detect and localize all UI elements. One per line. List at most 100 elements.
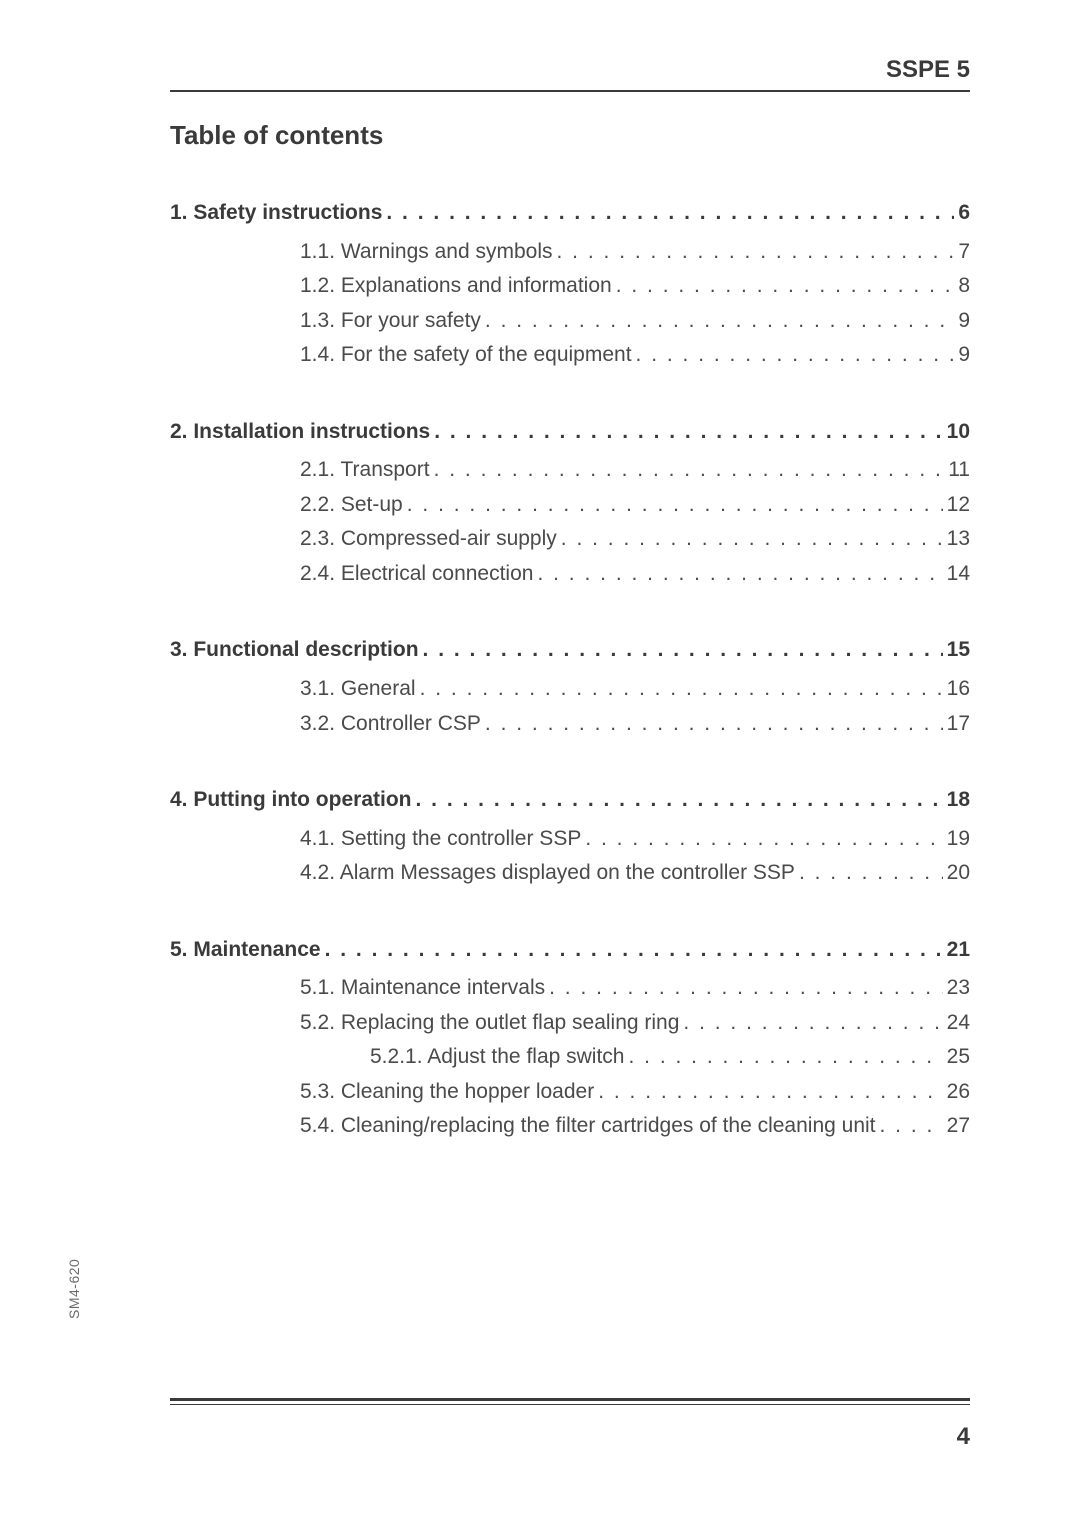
header-rule: SSPE 5 bbox=[170, 90, 970, 92]
toc-item-page: 9 bbox=[954, 305, 970, 338]
toc-dots bbox=[557, 523, 943, 556]
toc-item-page: 19 bbox=[943, 823, 970, 856]
toc-item-page: 12 bbox=[943, 489, 970, 522]
toc-dots bbox=[679, 1007, 942, 1040]
toc-item-row: 4.1. Setting the controller SSP 19 bbox=[170, 823, 970, 856]
toc-item-page: 7 bbox=[954, 236, 970, 269]
toc-section: 1. Safety instructions 6 1.1. Warnings and… bbox=[170, 197, 970, 372]
toc-item-label: 5.4. Cleaning/replacing the filter cartr… bbox=[300, 1110, 876, 1143]
toc-item-page: 14 bbox=[943, 558, 970, 591]
toc-heading-row: 2. Installation instructions10 bbox=[170, 416, 970, 449]
toc-dots bbox=[624, 1041, 942, 1074]
page-container: SSPE 5 Table of contents 1. Safety instr… bbox=[0, 0, 1080, 1525]
toc-heading-page: 10 bbox=[943, 416, 970, 449]
toc-heading-label: 1. Safety instructions bbox=[170, 197, 382, 230]
toc-item-page: 25 bbox=[943, 1041, 970, 1074]
toc-item-page: 11 bbox=[944, 454, 970, 487]
toc-dots bbox=[795, 857, 943, 890]
toc-heading-row: 1. Safety instructions 6 bbox=[170, 197, 970, 230]
toc-heading-row: 4. Putting into operation 18 bbox=[170, 784, 970, 817]
toc-heading-page: 21 bbox=[943, 934, 970, 967]
toc-body: 1. Safety instructions 6 1.1. Warnings and… bbox=[170, 197, 970, 1143]
toc-section: 2. Installation instructions10 2.1. Trans… bbox=[170, 416, 970, 591]
toc-item-row: 5.4. Cleaning/replacing the filter cartr… bbox=[170, 1110, 970, 1143]
toc-item-page: 20 bbox=[943, 857, 970, 890]
toc-dots bbox=[876, 1110, 943, 1143]
toc-item-label: 2.2. Set-up bbox=[300, 489, 403, 522]
toc-dots bbox=[481, 305, 954, 338]
toc-dots bbox=[553, 236, 955, 269]
toc-item-page: 9 bbox=[954, 339, 970, 372]
toc-item-page: 23 bbox=[943, 972, 970, 1005]
toc-item-page: 24 bbox=[943, 1007, 970, 1040]
toc-section: 3. Functional description 15 3.1. General 1… bbox=[170, 634, 970, 740]
toc-heading-label: 4. Putting into operation bbox=[170, 784, 411, 817]
toc-item-row: 2.1. Transport 11 bbox=[170, 454, 970, 487]
toc-dots bbox=[581, 823, 942, 856]
toc-item-row: 2.4. Electrical connection 14 bbox=[170, 558, 970, 591]
toc-item-row: 5.2.1. Adjust the flap switch 25 bbox=[170, 1041, 970, 1074]
toc-item-label: 4.2. Alarm Messages displayed on the con… bbox=[300, 857, 795, 890]
toc-dots bbox=[411, 784, 942, 817]
toc-item-label: 1.3. For your safety bbox=[300, 305, 481, 338]
toc-section: 4. Putting into operation 18 4.1. Setting … bbox=[170, 784, 970, 890]
toc-item-label: 5.3. Cleaning the hopper loader bbox=[300, 1076, 594, 1109]
toc-dots bbox=[612, 270, 955, 303]
toc-item-label: 2.3. Compressed-air supply bbox=[300, 523, 557, 556]
toc-item-page: 17 bbox=[943, 708, 970, 741]
footer-rule bbox=[170, 1398, 970, 1405]
toc-item-label: 2.1. Transport bbox=[300, 454, 430, 487]
footer-page-number: 4 bbox=[957, 1423, 970, 1451]
toc-item-label: 3.1. General bbox=[300, 673, 416, 706]
toc-item-label: 5.2. Replacing the outlet flap sealing r… bbox=[300, 1007, 679, 1040]
toc-item-row: 5.3. Cleaning the hopper loader 26 bbox=[170, 1076, 970, 1109]
footer-rule-thin bbox=[170, 1404, 970, 1405]
toc-dots bbox=[545, 972, 943, 1005]
toc-item-row: 4.2. Alarm Messages displayed on the con… bbox=[170, 857, 970, 890]
toc-item-label: 5.1. Maintenance intervals bbox=[300, 972, 545, 1005]
toc-item-row: 2.2. Set-up 12 bbox=[170, 489, 970, 522]
toc-item-page: 27 bbox=[943, 1110, 970, 1143]
toc-item-label: 2.4. Electrical connection bbox=[300, 558, 533, 591]
toc-heading-row: 3. Functional description 15 bbox=[170, 634, 970, 667]
toc-item-label: 4.1. Setting the controller SSP bbox=[300, 823, 581, 856]
toc-item-row: 1.2. Explanations and information 8 bbox=[170, 270, 970, 303]
toc-heading-page: 6 bbox=[954, 197, 970, 230]
toc-dots bbox=[430, 454, 945, 487]
toc-item-label: 1.4. For the safety of the equipment bbox=[300, 339, 632, 372]
toc-heading-row: 5. Maintenance 21 bbox=[170, 934, 970, 967]
toc-item-label: 1.2. Explanations and information bbox=[300, 270, 612, 303]
toc-item-row: 5.2. Replacing the outlet flap sealing r… bbox=[170, 1007, 970, 1040]
toc-dots bbox=[382, 197, 954, 230]
toc-item-label: 5.2.1. Adjust the flap switch bbox=[370, 1041, 624, 1074]
toc-item-row: 1.3. For your safety 9 bbox=[170, 305, 970, 338]
side-label: SM4-620 bbox=[66, 1259, 82, 1319]
toc-item-page: 13 bbox=[943, 523, 970, 556]
toc-dots bbox=[481, 708, 943, 741]
toc-dots bbox=[430, 416, 942, 449]
toc-dots bbox=[533, 558, 942, 591]
toc-heading-label: 3. Functional description bbox=[170, 634, 419, 667]
header-title: SSPE 5 bbox=[886, 56, 970, 84]
toc-item-page: 26 bbox=[943, 1076, 970, 1109]
toc-dots bbox=[321, 934, 943, 967]
toc-section: 5. Maintenance 21 5.1. Maintenance interva… bbox=[170, 934, 970, 1143]
toc-heading-page: 18 bbox=[943, 784, 970, 817]
toc-title: Table of contents bbox=[170, 120, 970, 151]
toc-item-row: 3.1. General 16 bbox=[170, 673, 970, 706]
toc-item-row: 1.1. Warnings and symbols7 bbox=[170, 236, 970, 269]
toc-item-row: 3.2. Controller CSP 17 bbox=[170, 708, 970, 741]
toc-item-row: 2.3. Compressed-air supply 13 bbox=[170, 523, 970, 556]
toc-item-label: 3.2. Controller CSP bbox=[300, 708, 481, 741]
toc-item-row: 1.4. For the safety of the equipment 9 bbox=[170, 339, 970, 372]
toc-dots bbox=[419, 634, 943, 667]
toc-dots bbox=[403, 489, 943, 522]
toc-item-row: 5.1. Maintenance intervals 23 bbox=[170, 972, 970, 1005]
toc-item-page: 8 bbox=[954, 270, 970, 303]
toc-dots bbox=[416, 673, 943, 706]
toc-dots bbox=[632, 339, 955, 372]
toc-item-page: 16 bbox=[943, 673, 970, 706]
toc-dots bbox=[594, 1076, 942, 1109]
toc-heading-label: 5. Maintenance bbox=[170, 934, 321, 967]
toc-heading-page: 15 bbox=[943, 634, 970, 667]
